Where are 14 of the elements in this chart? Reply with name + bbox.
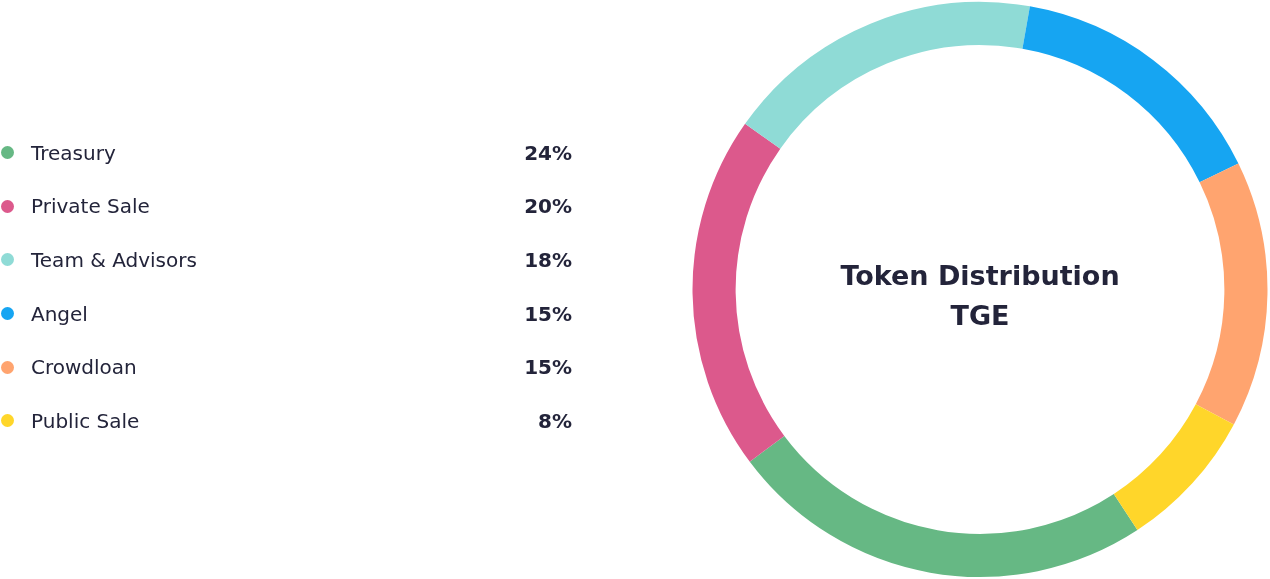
legend-label: Team & Advisors	[31, 247, 198, 272]
legend-label: Public Sale	[31, 408, 141, 433]
data-label: 20%	[524, 194, 572, 219]
legend-label: Treasury	[31, 140, 117, 165]
data-label: 8%	[538, 408, 572, 433]
data-label: 15%	[524, 301, 572, 326]
text: TGE	[950, 299, 1010, 331]
data-label: 18%	[524, 247, 572, 272]
legend-label: Crowdloan	[31, 355, 138, 380]
legend-label: Angel	[31, 301, 89, 326]
text: Token Distribution	[840, 259, 1120, 291]
data-label: 24%	[524, 140, 572, 165]
data-label: 15%	[524, 355, 572, 380]
legend-label: Private Sale	[31, 194, 151, 219]
